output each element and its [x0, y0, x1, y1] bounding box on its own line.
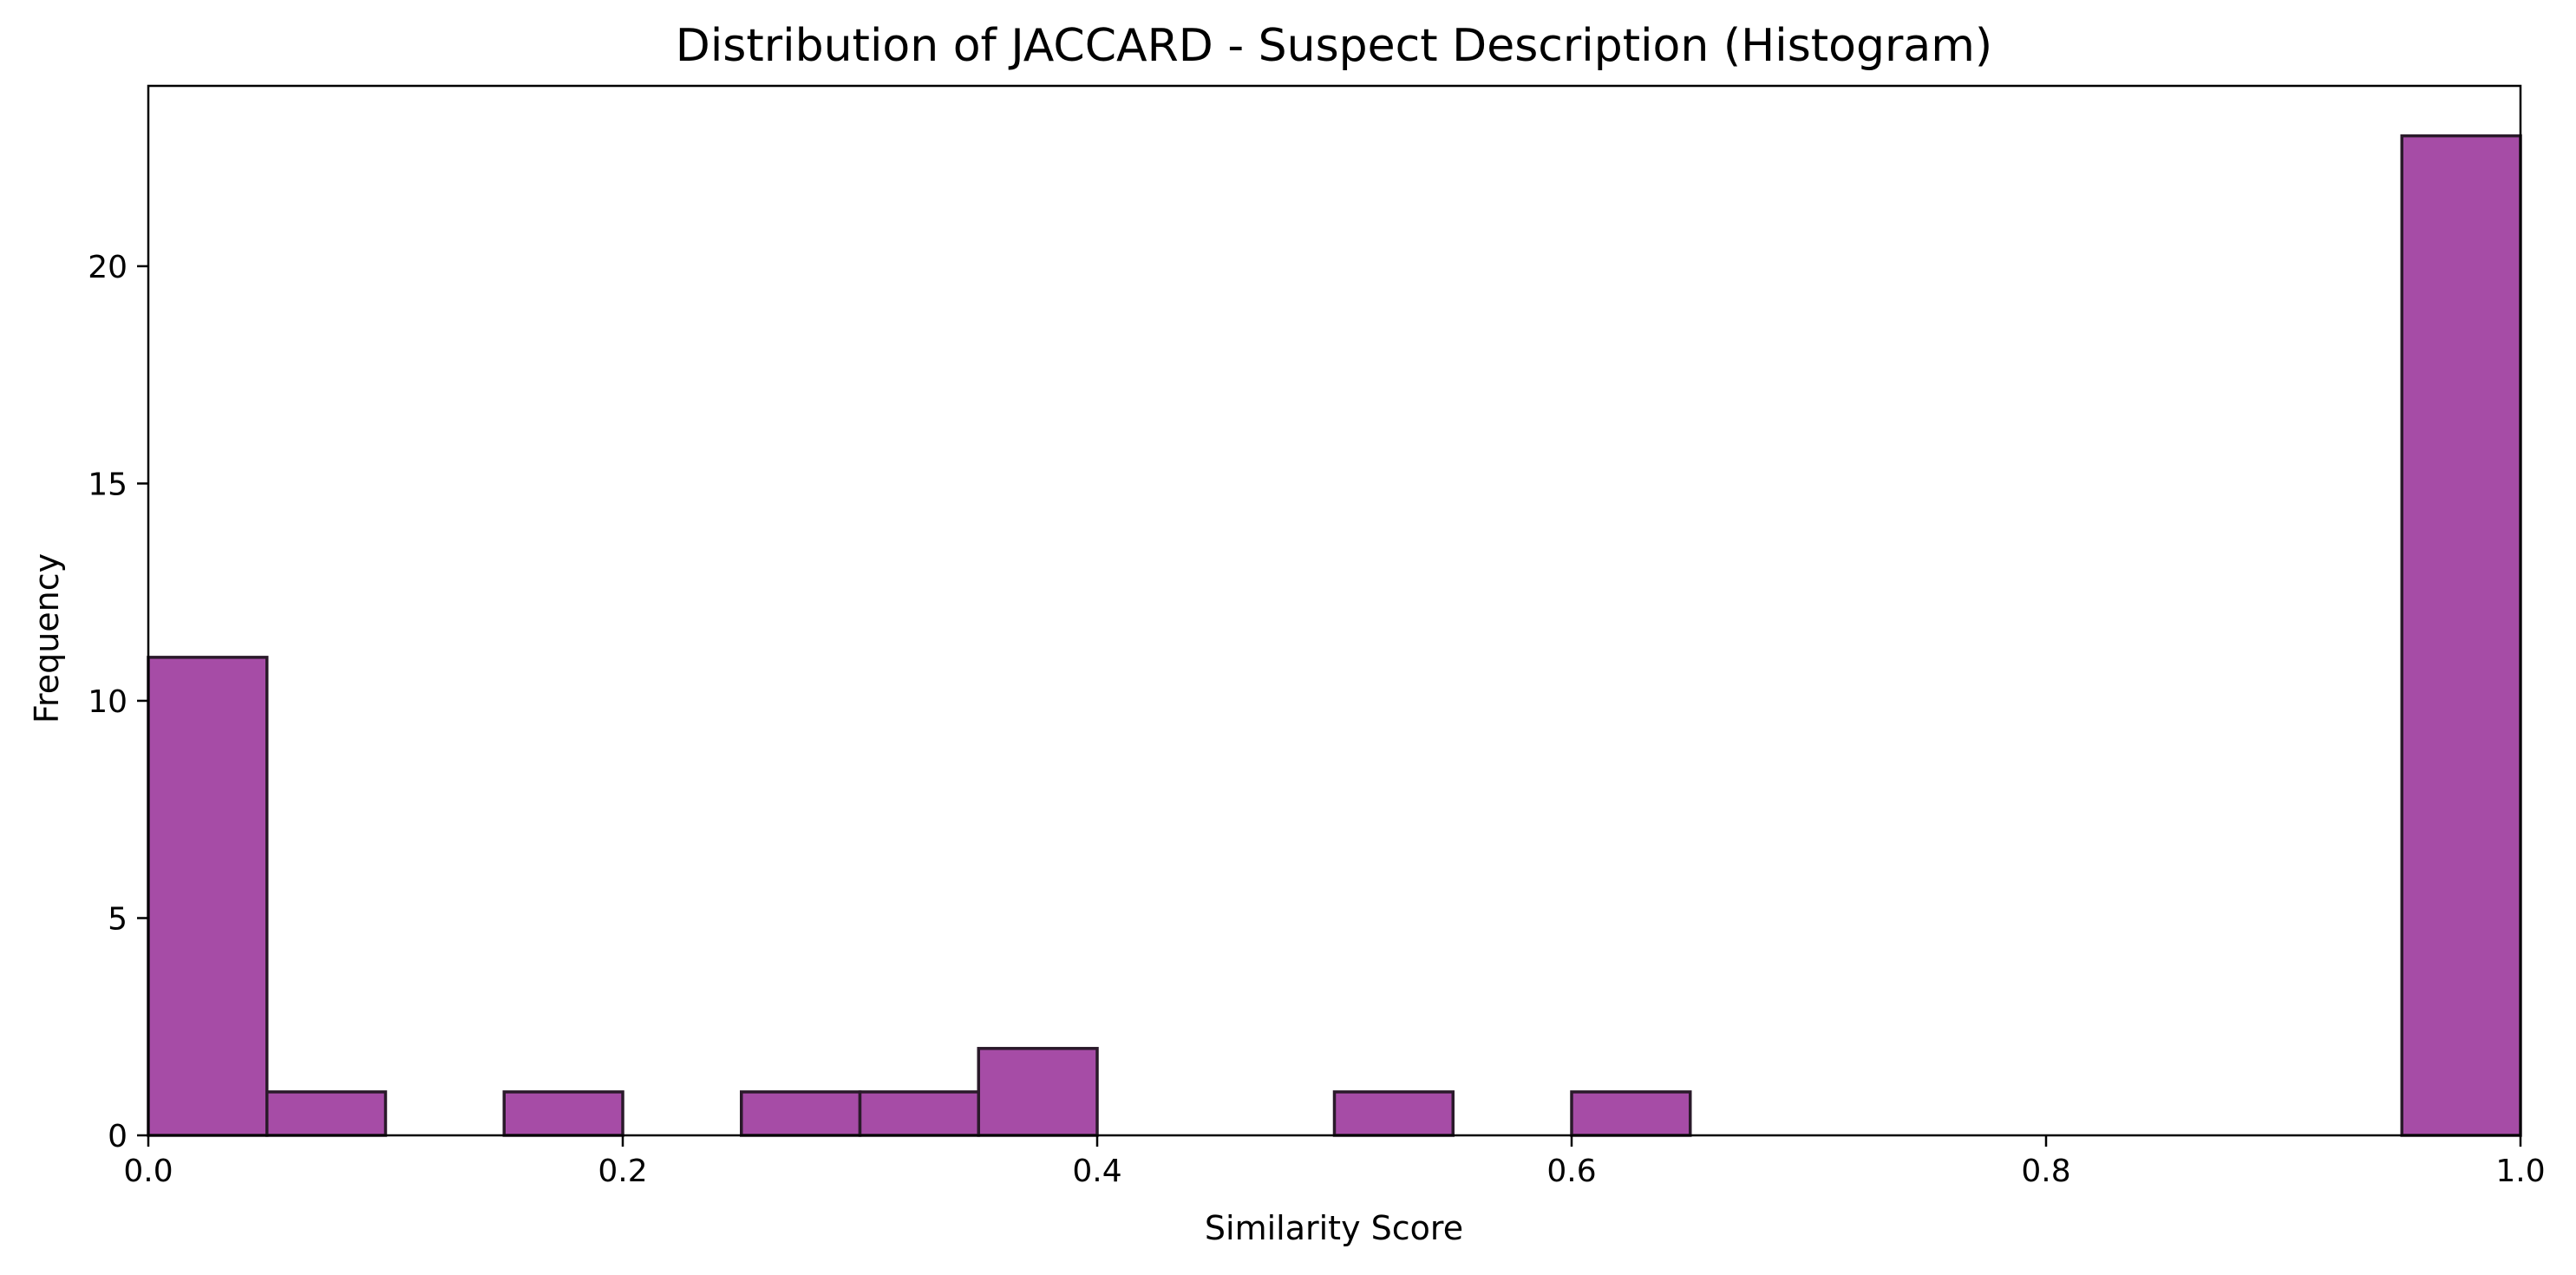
- y-tick-label-3: 15: [88, 467, 127, 502]
- histogram-bars: [147, 134, 2522, 1137]
- y-tick-label-1: 5: [108, 901, 127, 937]
- histogram-bar-1: [265, 1090, 388, 1137]
- histogram-bar-5: [740, 1090, 862, 1137]
- x-tick-label-2: 0.4: [1072, 1154, 1121, 1189]
- x-tick-label-5: 1.0: [2495, 1154, 2545, 1189]
- histogram-bar-3: [502, 1090, 624, 1137]
- y-tick-label-2: 10: [88, 684, 127, 720]
- histogram-bar-0: [147, 656, 269, 1137]
- histogram-bar-6: [858, 1090, 980, 1137]
- histogram-bar-7: [977, 1047, 1099, 1137]
- x-tick-label-0: 0.0: [123, 1154, 173, 1189]
- histogram-bar-12: [1570, 1090, 1692, 1137]
- x-tick-label-4: 0.8: [2021, 1154, 2070, 1189]
- chart-title: Distribution of JACCARD - Suspect Descri…: [676, 20, 1992, 72]
- histogram-bar-19: [2400, 134, 2522, 1137]
- y-axis-label: Frequency: [28, 553, 66, 723]
- y-tick-label-4: 20: [88, 250, 127, 285]
- x-tick-label-1: 0.2: [598, 1154, 647, 1189]
- x-axis-ticks: 0.0 0.2 0.4 0.6 0.8 1.0: [123, 1135, 2546, 1189]
- y-tick-label-0: 0: [108, 1119, 127, 1154]
- histogram-bar-10: [1332, 1090, 1455, 1137]
- plot-frame: [147, 84, 2522, 1137]
- x-axis-label: Similarity Score: [1205, 1209, 1463, 1247]
- x-tick-label-3: 0.6: [1546, 1154, 1596, 1189]
- y-axis-ticks: 0 5 10 15 20: [88, 250, 148, 1154]
